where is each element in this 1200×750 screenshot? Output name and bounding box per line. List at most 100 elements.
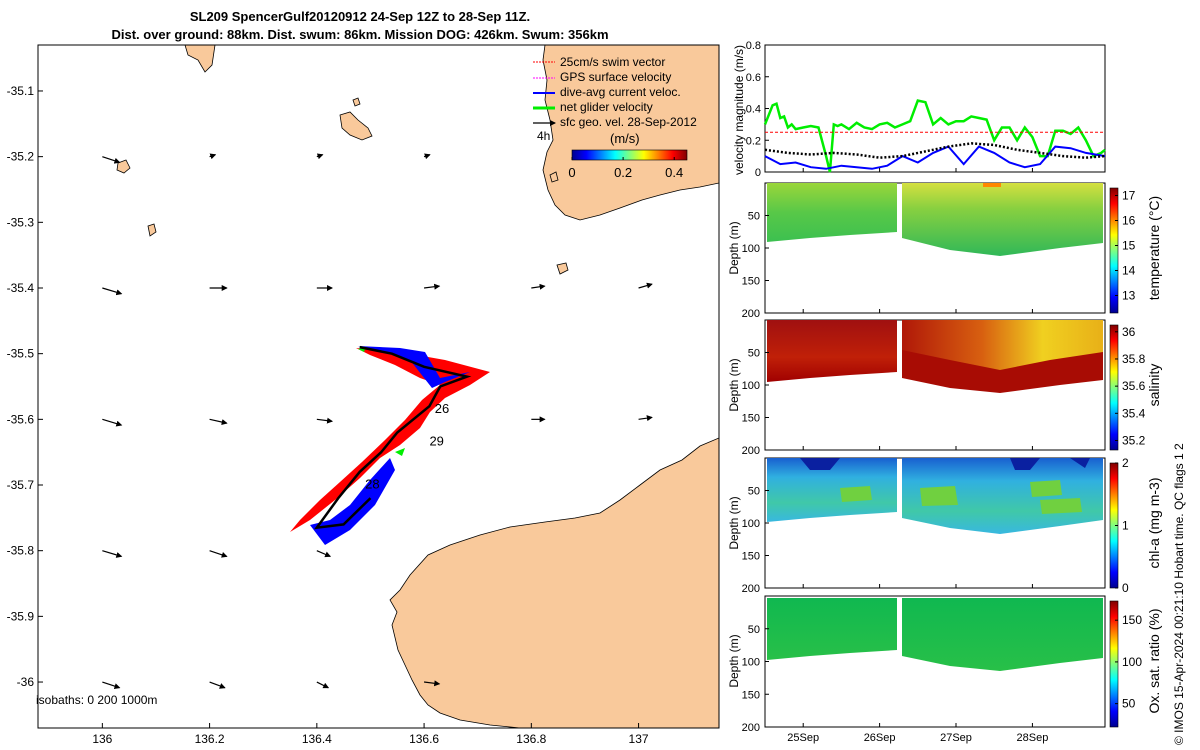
map-y-tick-label: -35.2 [7, 150, 35, 164]
velocity-series [763, 99, 1106, 173]
figure-title-line2: Dist. over ground: 88km. Dist. swum: 86k… [111, 27, 609, 42]
temperature-field-left [767, 183, 897, 242]
map-y-ticks: -35.1 -35.2 -35.3 -35.4 -35.5 -35.6 -35.7 -35.8… [7, 84, 43, 689]
geo-velocity-arrow [102, 681, 121, 689]
map-legend: 25cm/s swim vector GPS surface velocity … [533, 55, 697, 180]
section-colorbar-tick-label: 50 [1122, 697, 1136, 711]
section-y-tick-label: 150 [742, 276, 760, 288]
geo-velocity-arrow [316, 153, 324, 160]
section-y-tick-label: 100 [742, 518, 760, 530]
footer-credit: © IMOS 15-Apr-2024 00:21:10 Hobart time.… [1172, 443, 1186, 745]
section-colorbar-tick-label: 1 [1122, 519, 1129, 533]
section-x-tick-label: 26Sep [864, 732, 896, 744]
oxygen-colorbar-label: Ox. sat. ratio (%) [1146, 608, 1162, 713]
velocity-y-tick-label: 0 [755, 167, 761, 179]
track-day-label: 29 [429, 434, 443, 449]
track-day-label: 26 [435, 401, 449, 416]
island-top [184, 45, 216, 73]
map-x-ticks: 136 136.2 136.4 136.6 136.8 137 [92, 723, 649, 746]
glider-track-line [314, 345, 472, 530]
section-y-tick-label: 150 [742, 413, 760, 425]
chlorophyll-field-left [767, 458, 897, 522]
map-colorbar-ticks: 0 0.2 0.4 [568, 157, 683, 180]
chlorophyll-panel [764, 457, 1106, 589]
geo-velocity-arrow [102, 550, 123, 558]
island-small-4 [352, 97, 361, 107]
section-y-tick-label: 50 [748, 486, 760, 498]
section-colorbar-tick-label: 35.2 [1122, 433, 1146, 447]
temperature-panel [764, 182, 1106, 314]
geo-velocity-arrow [424, 680, 441, 687]
section-y-tick-label: 100 [742, 243, 760, 255]
chlorophyll-colorbar-label: chl-a (mg m-3) [1146, 477, 1162, 568]
temperature-warm-patch [983, 183, 1001, 187]
section-y-tick-label: 150 [742, 689, 760, 701]
section-colorbar-tick-label: 150 [1122, 613, 1142, 627]
legend-geo: sfc geo. vel. 28-Sep-2012 [560, 115, 697, 129]
oxygen-field-left [767, 598, 897, 660]
map-colorbar-tick-label: 0.4 [665, 165, 683, 180]
geo-velocity-arrow [424, 283, 441, 290]
geo-velocity-line [764, 142, 1106, 159]
velocity-y-tick-label: 0.8 [746, 40, 761, 52]
figure-title-line1: SL209 SpencerGulf20120912 24-Sep 12Z to … [189, 9, 531, 24]
section-colorbar-tick-label: 35.6 [1122, 379, 1146, 393]
track-day-label: 28 [365, 476, 379, 491]
section-y-tick-label: 50 [748, 211, 760, 223]
section-colorbar-tick-label: 35.4 [1122, 406, 1146, 420]
island-mid [339, 111, 373, 141]
glider-track-swath [290, 345, 490, 545]
map-y-tick-label: -36 [17, 675, 35, 689]
legend-net: net glider velocity [560, 100, 653, 114]
geo-velocity-arrow [316, 550, 332, 558]
section-y-tick-label: 150 [742, 551, 760, 563]
map-x-tick-label: 137 [629, 732, 649, 746]
section-colorbar-tick-label: 14 [1122, 264, 1136, 278]
kangaroo-island [389, 437, 719, 728]
section-colorbar-tick-label: 15 [1122, 239, 1136, 253]
map-y-tick-label: -35.5 [7, 347, 35, 361]
chlorophyll-ylabel: Depth (m) [727, 496, 741, 549]
map-x-tick-label: 136.4 [302, 732, 332, 746]
net-velocity-line [763, 99, 1106, 173]
geo-velocity-arrow [209, 550, 228, 558]
map-y-tick-label: -35.3 [7, 215, 35, 229]
section-colorbar-tick-label: 36 [1122, 325, 1136, 339]
island-small-5 [549, 171, 559, 183]
section-labels: Depth (m) Depth (m) Depth (m) Depth (m) … [727, 196, 1162, 714]
section-colorbar-tick-label: 35.8 [1122, 352, 1146, 366]
map-colorbar [571, 149, 688, 161]
section-colorbar-tick-label: 2 [1122, 456, 1129, 470]
map-x-tick-label: 136 [92, 732, 112, 746]
section-y-tick-label: 200 [742, 722, 760, 734]
section-colorbar-tick-label: 100 [1122, 655, 1142, 669]
section-colorbar-tick-label: 0 [1122, 581, 1129, 595]
legend-current: dive-avg current veloc. [560, 85, 681, 99]
section-colorbar [1109, 600, 1119, 728]
map-y-tick-label: -35.4 [7, 281, 35, 295]
section-y-tick-label: 50 [748, 624, 760, 636]
geo-velocity-arrow [316, 417, 334, 424]
salinity-panel [764, 319, 1106, 451]
map-colorbar-label: (m/s) [610, 131, 640, 146]
chlorophyll-patches [840, 480, 1082, 514]
section-colorbar [1109, 187, 1119, 314]
map-y-tick-label: -35.6 [7, 412, 35, 426]
geo-velocity-arrow [638, 415, 653, 422]
current-vector-band [310, 346, 470, 545]
temperature-ylabel: Depth (m) [727, 221, 741, 274]
map-x-tick-label: 136.8 [516, 732, 546, 746]
current-velocity-line [764, 145, 1106, 170]
legend-gps: GPS surface velocity [560, 70, 671, 84]
geo-velocity-arrow [209, 153, 217, 160]
section-colorbar-tick-label: 16 [1122, 214, 1136, 228]
geo-velocity-arrow [316, 681, 330, 689]
velocity-y-tick-label: 0.4 [746, 104, 761, 116]
legend-swim: 25cm/s swim vector [560, 55, 665, 69]
track-day-labels: 26 29 28 [365, 401, 449, 492]
map-y-tick-label: -35.9 [7, 609, 35, 623]
time-scale-label: 4h [537, 129, 550, 143]
temperature-colorbar-label: temperature (°C) [1146, 196, 1162, 300]
